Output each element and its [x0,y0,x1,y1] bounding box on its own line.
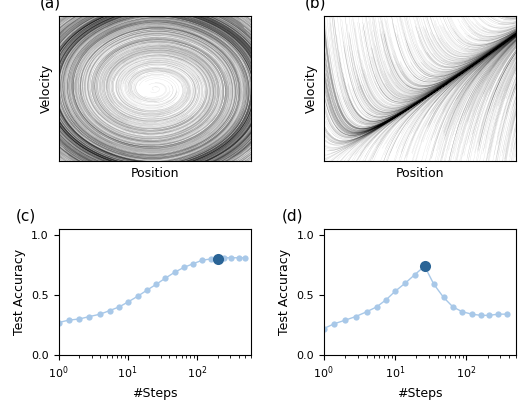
X-axis label: #Steps: #Steps [397,387,443,400]
Text: (d): (d) [281,209,303,224]
Y-axis label: Test Accuracy: Test Accuracy [13,249,26,335]
Text: (a): (a) [39,0,61,11]
Y-axis label: Test Accuracy: Test Accuracy [278,249,291,335]
Y-axis label: Velocity: Velocity [40,64,53,113]
Text: (c): (c) [16,209,37,224]
X-axis label: Position: Position [130,167,179,180]
X-axis label: Position: Position [396,167,444,180]
Y-axis label: Velocity: Velocity [305,64,318,113]
X-axis label: #Steps: #Steps [132,387,177,400]
Text: (b): (b) [305,0,326,11]
